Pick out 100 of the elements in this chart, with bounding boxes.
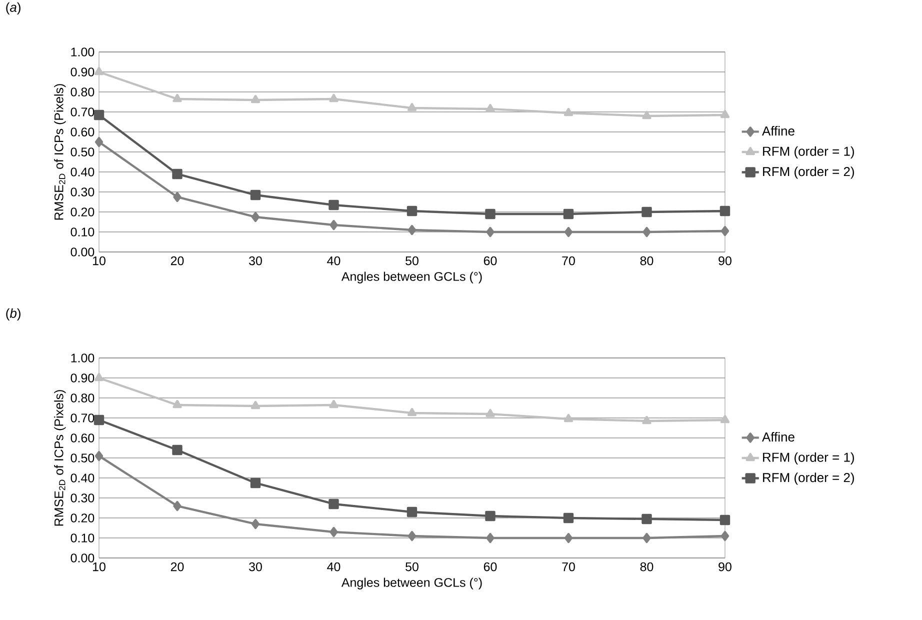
y-tick-label: 0.60 — [70, 128, 94, 136]
point — [563, 512, 574, 524]
point — [642, 110, 652, 120]
point — [94, 414, 104, 426]
x-tick-label: 30 — [249, 562, 262, 572]
x-tick-label: 30 — [249, 256, 262, 266]
x-tick-label: 70 — [562, 562, 575, 572]
x-tick-label: 60 — [484, 562, 497, 572]
legend-label: RFM (order = 1) — [763, 452, 854, 464]
y-tick-label: 0.00 — [70, 554, 94, 562]
point — [173, 500, 182, 512]
point — [720, 414, 730, 424]
legend-label: RFM (order = 2) — [763, 166, 854, 179]
point — [94, 450, 104, 462]
point — [720, 514, 730, 526]
point — [251, 212, 260, 222]
point — [94, 372, 104, 382]
y-tick-label: 0.80 — [70, 394, 94, 402]
legend-label: Affine — [762, 126, 794, 136]
point — [408, 224, 416, 236]
x-tick-label: 70 — [562, 256, 575, 266]
x-tick-label: 10 — [93, 256, 106, 266]
y-tick-label: 0.20 — [70, 208, 94, 216]
y-tick-label: 0.60 — [70, 434, 94, 442]
point — [328, 200, 339, 210]
point — [642, 532, 651, 544]
x-tick-label: 40 — [327, 562, 340, 572]
x-tick-label: 80 — [640, 256, 654, 266]
point — [564, 414, 574, 422]
point — [485, 510, 496, 522]
point — [720, 206, 730, 216]
point — [328, 498, 339, 510]
point — [172, 168, 182, 180]
x-axis-title: Angles between GCLs (°) — [341, 272, 482, 284]
y-tick-label: 0.40 — [70, 168, 94, 176]
y-tick-label: 0.40 — [70, 474, 94, 482]
point — [329, 400, 338, 408]
y-axis-title: RMSE$_{2D}$ of ICPs (Pixels) — [54, 390, 66, 526]
x-tick-label: 20 — [170, 256, 184, 266]
point — [720, 110, 730, 118]
point — [406, 206, 418, 216]
y-tick-label: 0.00 — [70, 248, 94, 256]
point — [564, 108, 574, 116]
chart-title: (a) — [6, 2, 20, 14]
point — [407, 102, 417, 112]
point — [173, 192, 182, 202]
point — [720, 530, 730, 542]
y-tick-label: 0.90 — [70, 68, 94, 76]
y-tick-label: 0.10 — [70, 534, 94, 542]
x-tick-label: 60 — [484, 256, 497, 266]
x-tick-label: 10 — [93, 562, 106, 572]
legend-label: RFM (order = 2) — [763, 472, 854, 485]
x-tick-label: 80 — [640, 562, 654, 572]
x-tick-label: 40 — [327, 256, 340, 266]
y-tick-label: 0.10 — [70, 228, 94, 236]
point — [250, 94, 260, 104]
point — [486, 226, 494, 238]
y-tick-label: 0.30 — [70, 188, 94, 196]
y-tick-label: 0.30 — [70, 494, 94, 502]
point — [486, 408, 495, 418]
point — [94, 136, 104, 148]
legend-label: RFM (order = 1) — [763, 146, 854, 158]
y-tick-label: 0.70 — [70, 414, 94, 422]
point — [564, 532, 573, 544]
y-tick-label: 1.00 — [71, 48, 94, 56]
x-tick-label: 20 — [170, 562, 184, 572]
x-tick-label: 50 — [406, 562, 418, 572]
point — [407, 408, 417, 416]
point — [330, 220, 338, 230]
y-axis-title: RMSE$_{2D}$ of ICPs (Pixels) — [54, 84, 66, 220]
x-tick-label: 50 — [406, 256, 418, 266]
point — [406, 506, 418, 518]
y-tick-label: 0.20 — [70, 514, 94, 522]
x-tick-label: 90 — [718, 562, 732, 572]
y-tick-label: 0.50 — [70, 454, 94, 462]
point — [563, 208, 574, 220]
point — [250, 190, 261, 200]
point — [172, 444, 182, 456]
point — [486, 104, 495, 112]
point — [330, 526, 338, 538]
point — [408, 530, 416, 542]
y-tick-label: 1.00 — [71, 354, 94, 362]
y-tick-label: 0.50 — [70, 148, 94, 156]
point — [94, 66, 104, 76]
y-tick-label: 0.80 — [70, 88, 94, 96]
y-tick-label: 0.90 — [70, 374, 94, 382]
point — [642, 514, 652, 524]
chart-title: (b) — [6, 308, 20, 320]
point — [642, 416, 652, 424]
y-tick-label: 0.70 — [70, 108, 94, 116]
point — [720, 226, 730, 236]
point — [172, 400, 182, 408]
point — [172, 94, 182, 102]
point — [485, 208, 496, 220]
x-axis-title: Angles between GCLs (°) — [341, 578, 482, 590]
point — [642, 226, 651, 238]
x-tick-label: 90 — [718, 256, 732, 266]
point — [250, 400, 260, 410]
point — [94, 110, 104, 120]
point — [486, 532, 494, 544]
